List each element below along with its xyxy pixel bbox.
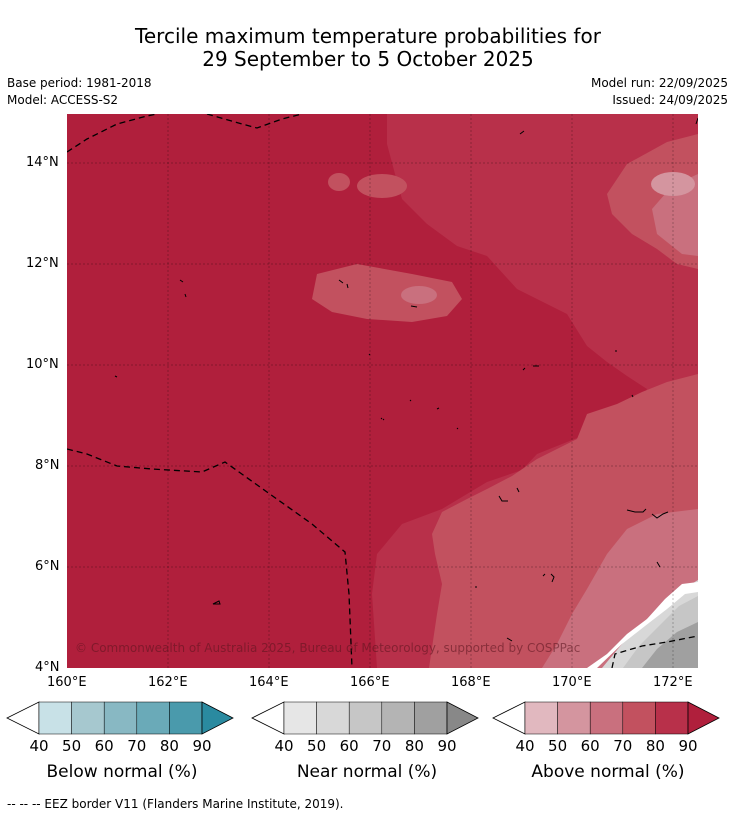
- shade-50-60-region: [542, 174, 698, 668]
- shade-near-normal-region-3: [642, 622, 698, 668]
- map-canvas: [67, 114, 698, 668]
- colorbar-tick-label: 40: [29, 737, 49, 755]
- lon-tick-label: 162°E: [148, 675, 188, 690]
- colorbar-segment: [136, 701, 170, 735]
- lon-tick-label: 160°E: [47, 675, 87, 690]
- colorbar-extend-high: [201, 701, 234, 735]
- graticule: [67, 114, 698, 668]
- colorbar-tick-label: 50: [548, 737, 568, 755]
- lon-tick-label: 168°E: [451, 675, 491, 690]
- colorbar-below-normal: [6, 701, 234, 735]
- issued-label: Issued: 24/09/2025: [612, 93, 728, 107]
- lon-tick-label: 170°E: [552, 675, 592, 690]
- colorbar-below-title: Below normal (%): [46, 762, 198, 782]
- model-run-label: Model run: 22/09/2025: [590, 76, 728, 90]
- colorbar-tick-label: 40: [515, 737, 535, 755]
- islands: [114, 117, 698, 642]
- probability-map: [67, 114, 698, 668]
- colorbar-segment: [414, 701, 448, 735]
- model-label: Model: ACCESS-S2: [7, 93, 119, 107]
- colorbar-segment: [316, 701, 350, 735]
- colorbar-segment: [655, 701, 689, 735]
- colorbar-tick-label: 70: [372, 737, 392, 755]
- shade-blob-a: [357, 174, 407, 198]
- colorbar-segment: [71, 701, 105, 735]
- colorbar-segment: [622, 701, 656, 735]
- colorbar-tick-label: 40: [274, 737, 294, 755]
- map-title-line1: Tercile maximum temperature probabilitie…: [135, 24, 601, 48]
- colorbar-tick-label: 50: [307, 737, 327, 755]
- colorbar-tick-label: 80: [645, 737, 665, 755]
- colorbar-tick-label: 70: [127, 737, 147, 755]
- colorbar-segment: [589, 701, 624, 735]
- colorbar-tick-label: 50: [62, 737, 82, 755]
- colorbar-tick-label: 60: [94, 737, 114, 755]
- colorbar-tick-label: 70: [613, 737, 633, 755]
- shade-blob-b: [312, 264, 462, 322]
- colorbar-tick-label: 60: [339, 737, 359, 755]
- shade-white-band: [587, 582, 698, 668]
- colorbar-extend-high: [687, 701, 720, 735]
- lat-tick-label: 12°N: [26, 256, 59, 271]
- colorbar-tick-label: 90: [192, 737, 212, 755]
- colorbar-above-title: Above normal (%): [531, 762, 685, 782]
- colorbar-near-normal: [251, 701, 479, 735]
- colorbar-segment: [524, 701, 558, 735]
- colorbar-tick-label: 80: [159, 737, 179, 755]
- lon-tick-label: 164°E: [249, 675, 289, 690]
- colorbar-segment: [557, 701, 591, 735]
- colorbar-segment: [169, 701, 203, 735]
- lat-tick-label: 10°N: [26, 357, 59, 372]
- colorbar-above-normal: [492, 701, 720, 735]
- lat-tick-label: 4°N: [35, 660, 60, 675]
- map-title-line2: 29 September to 5 October 2025: [202, 47, 534, 71]
- lat-tick-label: 8°N: [35, 458, 60, 473]
- eez-legend-note: -- -- -- EEZ border V11 (Flanders Marine…: [7, 797, 344, 811]
- colorbar-segment: [103, 701, 138, 735]
- shade-blob-d: [328, 173, 350, 191]
- colorbar-tick-label: 80: [404, 737, 424, 755]
- colorbar-segment: [348, 701, 383, 735]
- lat-tick-label: 14°N: [26, 155, 59, 170]
- lon-tick-label: 172°E: [653, 675, 693, 690]
- eez-border: [67, 114, 698, 668]
- colorbar-tick-label: 60: [580, 737, 600, 755]
- shade-blob-e: [651, 172, 695, 196]
- colorbar-extend-low: [492, 701, 526, 735]
- colorbar-segment: [38, 701, 72, 735]
- shade-blob-c: [401, 286, 437, 304]
- lat-tick-label: 6°N: [35, 559, 60, 574]
- colorbar-tick-label: 90: [678, 737, 698, 755]
- colorbar-extend-high: [446, 701, 479, 735]
- colorbar-segment: [381, 701, 415, 735]
- lon-tick-label: 166°E: [350, 675, 390, 690]
- base-period-label: Base period: 1981-2018: [7, 76, 152, 90]
- colorbar-segment: [283, 701, 317, 735]
- colorbar-tick-label: 90: [437, 737, 457, 755]
- colorbar-near-title: Near normal (%): [296, 762, 438, 782]
- copyright-notice: © Commonwealth of Australia 2025, Bureau…: [75, 641, 581, 655]
- colorbar-extend-low: [6, 701, 40, 735]
- colorbar-extend-low: [251, 701, 285, 735]
